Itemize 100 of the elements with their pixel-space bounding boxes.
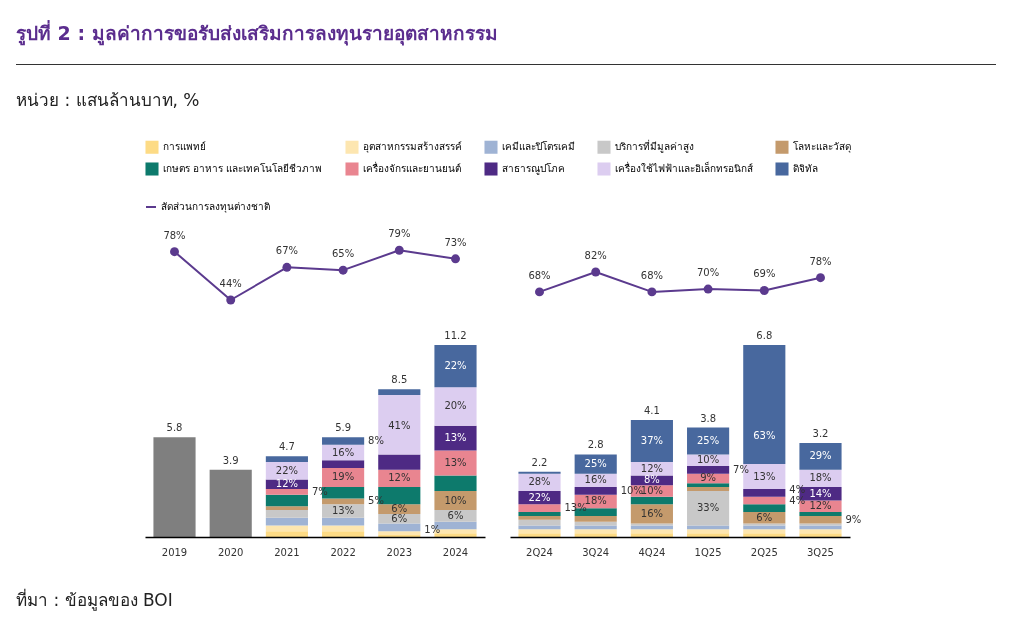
bar xyxy=(322,437,365,445)
annotation: 33% xyxy=(696,502,720,514)
bar xyxy=(574,529,617,534)
point xyxy=(451,254,460,264)
x-tick-label: 2Q24 xyxy=(526,546,553,558)
annotation: 28% xyxy=(528,476,551,488)
legend-label: สาธารณูปโภค xyxy=(502,162,565,175)
annotation: 37% xyxy=(640,435,664,446)
data-label: 82% xyxy=(584,250,607,261)
bar xyxy=(518,515,561,520)
bar xyxy=(743,529,786,534)
annotation: 2.2 xyxy=(531,456,548,468)
point xyxy=(647,287,657,297)
legend-label: สัดส่วนการลงทุนต่างชาติ xyxy=(161,201,270,213)
bar xyxy=(630,533,673,537)
legend-label: อุตสาหกรรมสร้างสรรค์ xyxy=(363,141,462,154)
annotation: 63% xyxy=(753,430,776,442)
point xyxy=(282,262,292,272)
annotation: 5.9 xyxy=(335,422,352,434)
bar xyxy=(687,529,730,534)
annotation: 29% xyxy=(809,450,832,462)
annotation: 22% xyxy=(444,360,467,372)
legend-label: บริการที่มีมูลค่าสูง xyxy=(615,139,694,154)
annotation: 5.8 xyxy=(166,422,183,434)
annotation: 6.8 xyxy=(756,330,773,341)
annotation: 11.2 xyxy=(444,330,467,341)
annotation: 10% xyxy=(696,454,720,466)
bar xyxy=(265,510,308,518)
bar xyxy=(687,483,730,488)
data-label: 68% xyxy=(640,269,664,281)
bar xyxy=(434,533,477,537)
bar xyxy=(799,533,842,537)
x-tick-label: 3Q25 xyxy=(807,546,834,558)
x-tick-label: 2024 xyxy=(442,546,469,558)
x-tick-label: 4Q24 xyxy=(638,546,666,558)
bar xyxy=(378,454,421,470)
data-label: 44% xyxy=(219,278,242,289)
data-label: 73% xyxy=(444,236,467,248)
legend-label: เครื่องจักรและยานยนต์ xyxy=(363,161,461,174)
bar xyxy=(378,389,421,395)
bar xyxy=(574,533,617,537)
bar xyxy=(799,512,842,516)
bar xyxy=(799,515,842,524)
point xyxy=(703,284,713,294)
annotation: 4.7 xyxy=(278,441,295,453)
bar xyxy=(743,504,786,513)
bar xyxy=(743,345,786,465)
data-label: 79% xyxy=(388,228,411,240)
bar xyxy=(743,496,786,505)
point xyxy=(535,287,544,297)
point xyxy=(338,265,348,275)
data-label: 65% xyxy=(331,248,355,260)
bar xyxy=(630,504,673,524)
bar xyxy=(574,525,617,530)
data-label: 70% xyxy=(696,267,720,279)
annotation: 16% xyxy=(331,446,355,458)
bar xyxy=(322,531,365,537)
data-label: 69% xyxy=(753,268,776,280)
annotation: 12% xyxy=(275,478,299,490)
bar xyxy=(209,469,252,537)
point xyxy=(394,245,404,255)
annotation: 1% xyxy=(424,524,441,535)
annotation: 13% xyxy=(564,502,587,514)
x-tick-label: 2Q25 xyxy=(750,546,778,558)
data-label: 67% xyxy=(275,245,299,257)
bar xyxy=(518,525,561,530)
bar xyxy=(322,525,365,532)
x-tick-label: 2023 xyxy=(386,546,413,558)
legend-label: โลหะและวัสดุ xyxy=(793,140,851,154)
annotation: 3.8 xyxy=(700,412,717,424)
bar xyxy=(743,525,786,530)
legend-label: ดิจิทัล xyxy=(793,163,818,174)
bar xyxy=(434,387,477,426)
chart-title: รูปที่ 2 : มูลค่าการขอรับส่งเสริมการลงทุนรายอุตสาหกรรม xyxy=(16,19,498,48)
legend-label: เครื่องใช้ไฟฟ้าและอิเล็กทรอนิกส์ xyxy=(615,161,753,174)
annotation: 2.8 xyxy=(587,439,604,451)
annotation: 13% xyxy=(753,470,776,482)
bar xyxy=(743,489,786,497)
annotation: 16% xyxy=(640,507,664,519)
annotation: 12% xyxy=(809,500,832,512)
bar xyxy=(265,489,308,495)
bar xyxy=(378,531,421,536)
annotation: 6% xyxy=(756,511,773,523)
bar xyxy=(434,475,477,491)
x-tick-label: 2020 xyxy=(217,546,244,558)
bar xyxy=(265,517,308,526)
bar xyxy=(434,450,477,476)
bar xyxy=(574,454,617,474)
annotation: 25% xyxy=(696,435,720,446)
annotation: 12% xyxy=(388,472,411,484)
bar xyxy=(518,512,561,516)
bar xyxy=(265,494,308,507)
data-label: 68% xyxy=(528,269,551,281)
bar xyxy=(687,525,730,530)
text: ที่มา : ข้อมูลของ BOI xyxy=(16,587,173,613)
bar xyxy=(687,487,730,491)
annotation: 7% xyxy=(733,463,749,475)
annotation: 18% xyxy=(584,495,607,507)
bar xyxy=(265,531,308,537)
bar xyxy=(743,533,786,537)
